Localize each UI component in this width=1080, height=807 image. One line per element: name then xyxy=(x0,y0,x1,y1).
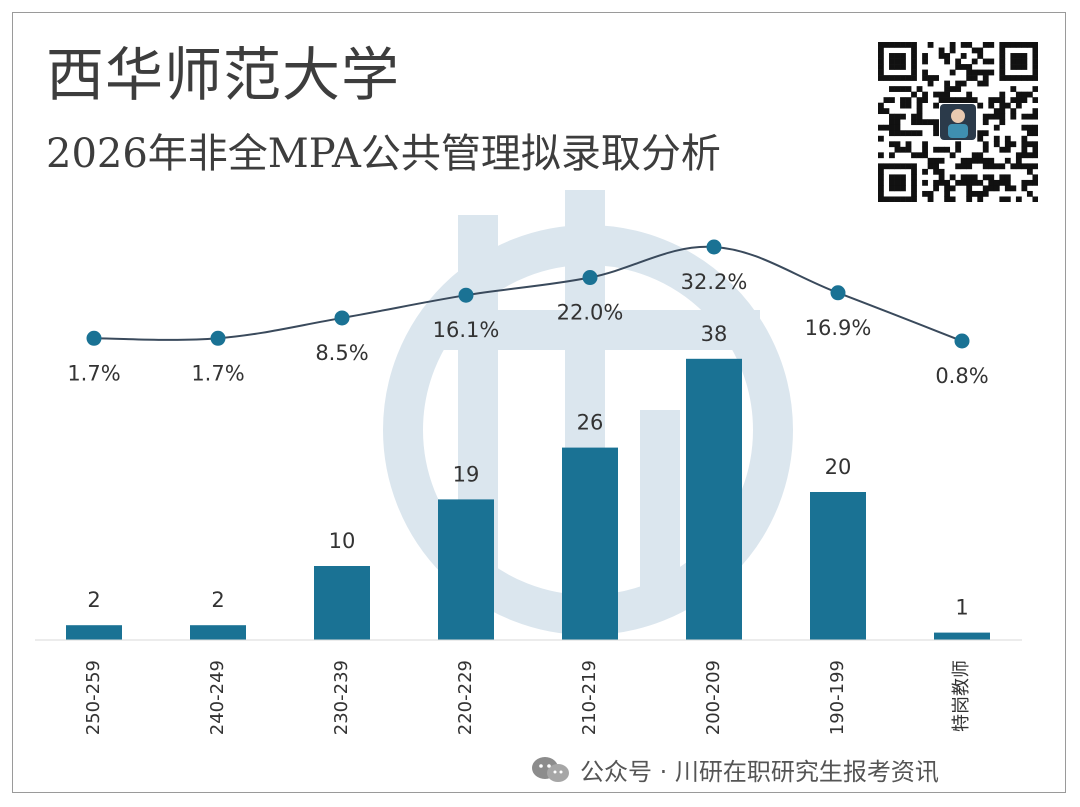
percent-label-4: 22.0% xyxy=(557,301,624,325)
line-point-1 xyxy=(210,330,226,346)
line-point-0 xyxy=(86,330,102,346)
bar-label-2: 10 xyxy=(329,529,356,553)
bar-label-1: 2 xyxy=(211,588,224,612)
bar-2 xyxy=(314,566,370,640)
line-points xyxy=(86,239,970,349)
page-title: 西华师范大学 xyxy=(46,41,401,109)
bar-label-6: 20 xyxy=(825,455,852,479)
percent-label-7: 0.8% xyxy=(935,364,988,388)
line-point-7 xyxy=(954,333,970,349)
x-tick-label-1: 240-249 xyxy=(207,660,228,735)
line-point-3 xyxy=(458,287,474,303)
percent-line xyxy=(93,245,963,342)
percent-label-2: 8.5% xyxy=(315,341,368,365)
line-point-2 xyxy=(334,310,350,326)
qr-code-icon xyxy=(878,42,1038,202)
x-tick-label-2: 230-239 xyxy=(331,660,352,735)
percent-label-0: 1.7% xyxy=(67,361,120,385)
x-tick-label-6: 190-199 xyxy=(827,660,848,735)
percent-label-5: 32.2% xyxy=(681,270,748,294)
bar-7 xyxy=(934,632,990,640)
line-point-6 xyxy=(830,285,846,301)
bar-label-5: 38 xyxy=(701,322,728,346)
bar-label-4: 26 xyxy=(577,411,604,435)
watermark: 公众号 · 川研在职研究生报考资讯 xyxy=(530,752,939,787)
percent-label-6: 16.9% xyxy=(805,316,872,340)
watermark-text: 公众号 · 川研在职研究生报考资讯 xyxy=(580,758,939,786)
percent-label-3: 16.1% xyxy=(433,318,500,342)
percent-labels: 1.7% 1.7% 8.5% 16.1% 22.0% 32.2% 16.9% 0.8% xyxy=(67,270,988,388)
percent-label-1: 1.7% xyxy=(191,361,244,385)
bar-1 xyxy=(190,625,246,640)
x-tick-labels: 250-259 240-249 230-239 220-229 210-219 200-2… xyxy=(83,660,972,735)
x-tick-label-0: 250-259 xyxy=(83,660,104,735)
page-subtitle: 2026年非全MPA公共管理拟录取分析 xyxy=(46,131,721,177)
bar-label-0: 2 xyxy=(87,588,100,612)
bar-5 xyxy=(686,358,742,640)
bar-label-3: 19 xyxy=(453,462,480,486)
bar-3 xyxy=(438,499,494,640)
wechat-icon xyxy=(532,756,569,782)
x-tick-label-7: 特岗教师 xyxy=(951,660,972,732)
line-point-4 xyxy=(582,270,598,286)
line-point-5 xyxy=(706,239,722,255)
bar-labels: 2 2 10 19 26 38 20 1 xyxy=(87,322,968,620)
x-tick-label-4: 210-219 xyxy=(579,660,600,735)
bar-series xyxy=(66,358,990,640)
x-tick-label-5: 200-209 xyxy=(703,660,724,735)
x-tick-label-3: 220-229 xyxy=(455,660,476,735)
bar-0 xyxy=(66,625,122,640)
bar-label-7: 1 xyxy=(955,596,968,620)
bar-4 xyxy=(562,447,618,640)
bar-6 xyxy=(810,492,866,640)
